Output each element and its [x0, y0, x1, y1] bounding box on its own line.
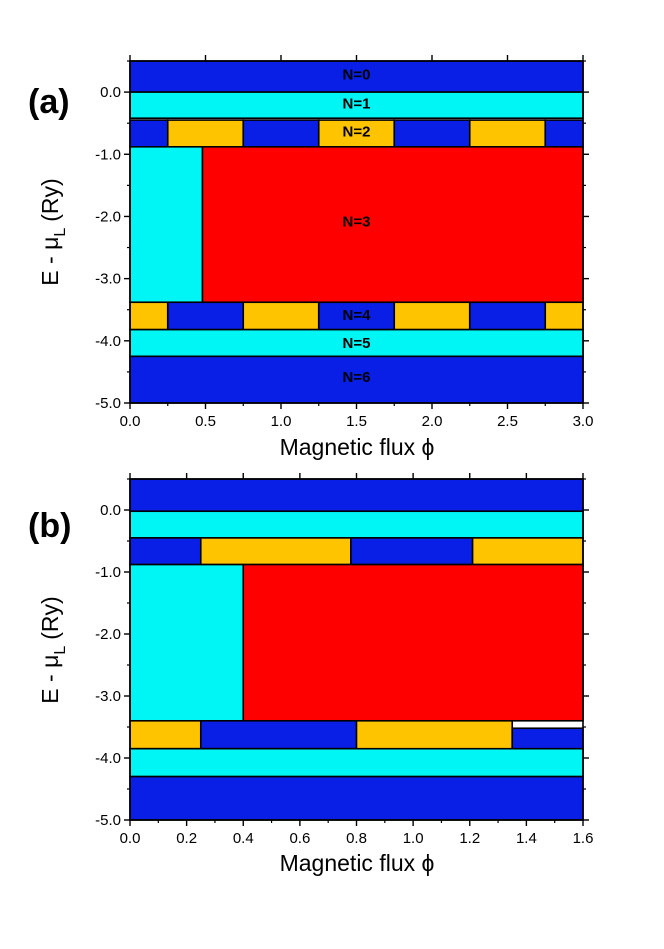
x-tick-label: 3.0 [573, 413, 594, 430]
band-segment [199, 719, 358, 750]
band-segment [129, 537, 202, 566]
y-tick-label: -5.0 [95, 395, 121, 412]
x-tick-label: 0.2 [176, 830, 197, 847]
panel-a-y-label-subscript: L [52, 228, 69, 237]
x-tick-label: 0.6 [289, 830, 310, 847]
panel-a-x-axis-label: Magnetic flux ϕ [280, 434, 435, 460]
y-tick-label: -2.0 [95, 208, 121, 225]
panel-a-y-axis-label: E - μL (Ry) [37, 178, 69, 285]
y-tick-label: -1.0 [95, 146, 121, 163]
y-tick-label: -3.0 [95, 688, 121, 705]
panel-b-x-axis-label: Magnetic flux ϕ [280, 850, 435, 876]
band-segment [544, 301, 584, 331]
band-segment [129, 775, 584, 821]
band-segment [468, 119, 547, 148]
band-label: N=4 [343, 307, 372, 324]
band-segment [129, 60, 584, 93]
panel-a-axes: 0.0 0.5 1.0 1.5 2.0 2.5 3.0 0.0 -1.0 -2.0 -3.0 -4.0… [95, 55, 593, 430]
x-tick-label: 1.6 [573, 830, 594, 847]
x-tick-label: 2.0 [422, 413, 443, 430]
band-label: N=3 [343, 214, 371, 231]
band-segment [242, 563, 584, 722]
band-label: N=5 [343, 335, 371, 352]
x-tick-label: 0.5 [195, 413, 216, 430]
panel-b-y-label-subscript: L [52, 646, 69, 655]
band-segment [166, 301, 245, 331]
band-label: N=2 [343, 123, 371, 140]
panel-b-y-label-main: E - μ [37, 655, 63, 704]
x-tick-label: 0.8 [346, 830, 367, 847]
panel-a-y-label-unit: (Ry) [37, 178, 63, 221]
x-tick-label: 1.0 [403, 830, 424, 847]
band-segment [317, 119, 396, 148]
y-tick-label: -4.0 [95, 750, 121, 767]
x-tick-label: 0.0 [120, 830, 141, 847]
y-tick-label: -1.0 [95, 564, 121, 581]
panel-b-axes: 0.0 0.2 0.4 0.6 0.8 1.0 1.2 1.4 1.6 0.0 -1.0 -2.0 -3… [95, 473, 593, 847]
x-tick-label: 1.0 [271, 413, 292, 430]
x-tick-label: 1.4 [516, 830, 537, 847]
panel-a-y-label-main: E - μ [37, 237, 63, 286]
band-segment [129, 478, 584, 513]
band-segment [355, 719, 514, 754]
x-tick-label: 1.5 [346, 413, 367, 430]
band-segment [129, 119, 169, 148]
panel-b-label: (b) [28, 507, 71, 545]
band-segment [242, 119, 320, 148]
panel-b-y-axis-label: E - μL (Ry) [37, 596, 69, 703]
band-segment [350, 537, 474, 566]
y-tick-label: 0.0 [100, 502, 121, 519]
band-label: N=0 [343, 66, 371, 83]
band-label: N=6 [343, 369, 371, 386]
band-segment [129, 301, 169, 331]
band-segment [129, 719, 202, 750]
band-segment [242, 301, 320, 331]
band-segment [129, 146, 204, 304]
band-segment [393, 119, 471, 148]
band-segment [393, 301, 471, 331]
y-tick-label: -4.0 [95, 333, 121, 350]
y-tick-label: -5.0 [95, 812, 121, 829]
panel-a-label: (a) [28, 83, 70, 121]
band-segment [166, 119, 245, 148]
panel-a-plot-area: N=0 N=1 N=2 N=3 N=4 N=5 N=6 [129, 60, 584, 404]
band-label: N=1 [343, 95, 371, 112]
x-tick-label: 0.4 [233, 830, 254, 847]
band-segment [201, 146, 584, 304]
band-segment [129, 355, 584, 404]
x-tick-label: 2.5 [497, 413, 518, 430]
x-tick-label: 0.0 [120, 413, 141, 430]
y-tick-label: 0.0 [100, 84, 121, 101]
panel-b: 0.0 0.2 0.4 0.6 0.8 1.0 1.2 1.4 1.6 0.0 -1.0 -2.0 -3… [28, 473, 593, 876]
panel-a: N=0 N=1 N=2 N=3 N=4 N=5 N=6 0.0 0.5 1.0 1.5 2.0 2.5… [28, 55, 593, 460]
band-segment [468, 301, 547, 331]
band-segment [129, 563, 245, 722]
x-tick-label: 1.2 [459, 830, 480, 847]
y-tick-label: -2.0 [95, 626, 121, 643]
y-tick-label: -3.0 [95, 271, 121, 288]
panel-b-y-label-unit: (Ry) [37, 596, 63, 639]
band-segment [544, 119, 584, 148]
band-segment [471, 537, 584, 566]
panel-b-plot-area [129, 478, 584, 821]
band-segment [199, 537, 352, 566]
band-segment [129, 510, 584, 539]
band-segment [129, 747, 584, 778]
